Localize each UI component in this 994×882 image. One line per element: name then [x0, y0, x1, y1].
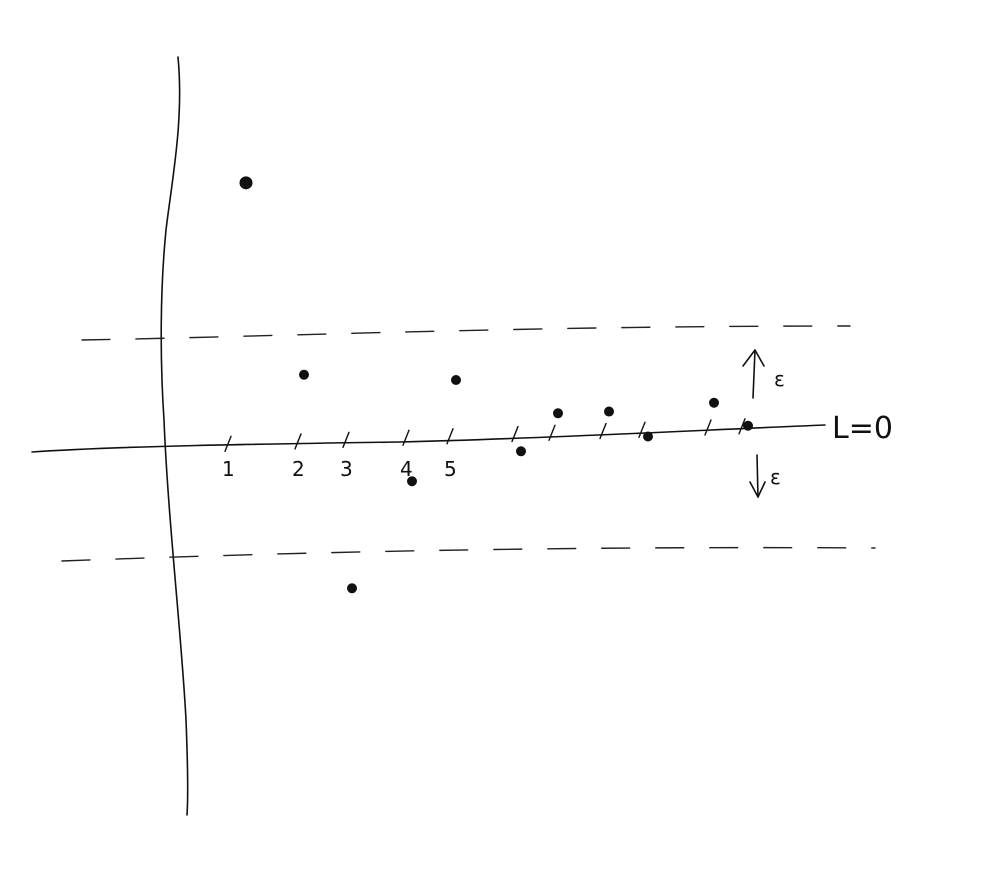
- lower-epsilon-arrow: [749, 454, 766, 498]
- data-point: [743, 420, 753, 431]
- x-ticks: [224, 418, 746, 453]
- x-tick: [638, 421, 646, 438]
- data-point: [239, 176, 253, 190]
- baseline-label: L=0: [832, 411, 893, 446]
- upper-epsilon-label: ε: [774, 367, 785, 391]
- data-point: [553, 408, 563, 419]
- data-points: [239, 176, 753, 594]
- data-point: [299, 369, 309, 380]
- y-axis-line: [160, 56, 189, 816]
- x-tick: [704, 419, 712, 436]
- x-tick: [599, 422, 607, 440]
- data-point: [516, 446, 526, 457]
- data-point: [643, 431, 653, 442]
- x-tick: [446, 428, 454, 445]
- data-point: [347, 583, 357, 594]
- x-tick-label: 2: [292, 457, 305, 481]
- x-tick-label: 4: [400, 457, 413, 481]
- data-point: [451, 375, 461, 386]
- x-tick-labels: 1 2 3 4 5: [222, 457, 457, 481]
- x-tick-label: 1: [222, 457, 235, 481]
- data-point: [407, 476, 417, 487]
- x-tick: [402, 429, 410, 446]
- upper-band-line: [81, 325, 851, 341]
- x-tick: [548, 424, 556, 441]
- x-tick-label: 3: [340, 457, 353, 481]
- x-tick: [294, 433, 302, 450]
- upper-epsilon-arrow: [742, 349, 765, 399]
- x-tick: [342, 431, 350, 449]
- x-tick-label: 5: [444, 457, 457, 481]
- data-point: [604, 406, 614, 417]
- baseline-line: [31, 424, 826, 453]
- data-point: [709, 397, 719, 408]
- lower-epsilon-label: ε: [770, 465, 781, 489]
- x-tick: [511, 425, 519, 443]
- x-tick: [224, 435, 232, 453]
- lower-band-line: [61, 546, 876, 562]
- x-tick: [738, 418, 746, 435]
